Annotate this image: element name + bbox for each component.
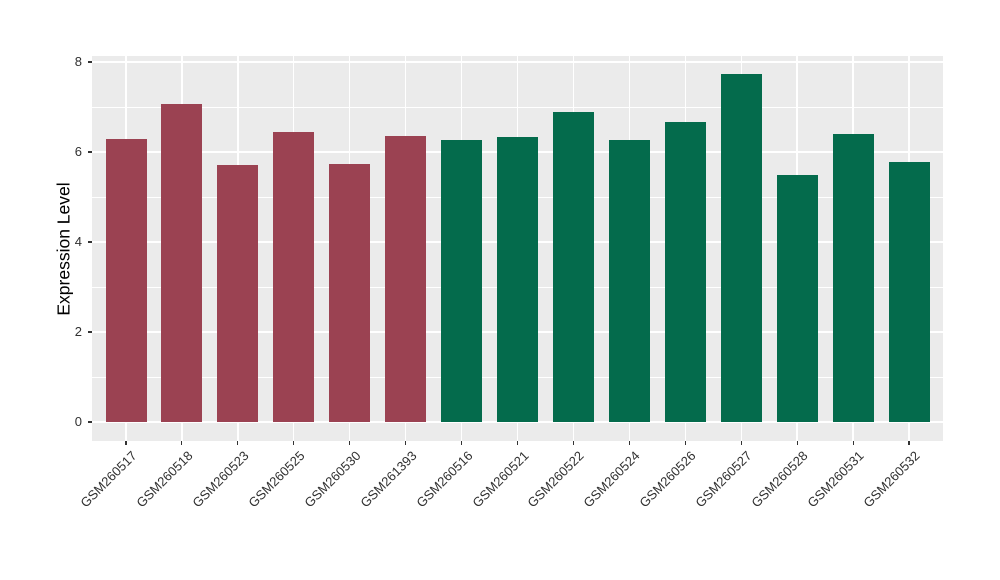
x-tick-mark [740,441,742,445]
bar [608,139,650,422]
x-tick-label: GSM260523 [189,448,252,511]
x-tick-label: GSM260526 [636,448,699,511]
x-tick-label: GSM260527 [692,448,755,511]
x-tick-label: GSM260530 [301,448,364,511]
x-tick-mark [516,441,519,445]
bar [441,139,483,422]
x-tick-mark [461,441,463,445]
bar [888,162,930,422]
y-tick-mark [88,61,92,63]
bar [720,74,762,422]
x-tick-mark [684,441,686,445]
x-tick-label: GSM260528 [748,448,811,511]
y-tick-mark [88,421,92,423]
bar [497,136,538,422]
bar [105,138,147,422]
x-tick-mark [852,441,854,445]
bar [161,103,203,422]
x-tick-mark [628,441,630,445]
x-tick-label: GSM260532 [860,448,923,511]
bar [664,122,706,422]
x-tick-label: GSM260525 [245,448,308,511]
bar [385,135,427,422]
bar [217,164,259,422]
x-tick-label: GSM260531 [804,448,867,511]
x-tick-label: GSM260518 [133,448,196,511]
x-tick-mark [572,441,574,445]
x-tick-mark [181,441,183,445]
y-tick-label: 8 [74,54,82,69]
x-tick-label: GSM260522 [524,448,587,511]
x-tick-label: GSM260517 [77,448,140,511]
x-tick-mark [125,441,127,445]
x-tick-mark [796,441,798,445]
bar [329,164,371,422]
y-tick-label: 0 [74,414,82,429]
bar [832,134,874,422]
bar [776,174,818,422]
y-tick-mark [88,331,92,333]
x-tick-mark [293,441,295,445]
y-tick-mark [88,151,92,153]
y-tick-label: 2 [74,324,82,339]
x-tick-mark [908,441,910,445]
y-tick-label: 4 [74,234,82,249]
y-tick-label: 6 [74,144,82,159]
bar [273,132,315,422]
x-tick-mark [237,441,239,445]
x-tick-mark [349,441,351,445]
x-tick-label: GSM260516 [412,448,476,511]
x-tick-label: GSM260521 [468,448,532,511]
x-tick-label: GSM260524 [580,448,643,511]
x-tick-label: GSM261393 [356,448,420,511]
x-tick-mark [405,441,407,445]
y-tick-mark [88,241,92,243]
bar [552,112,594,422]
